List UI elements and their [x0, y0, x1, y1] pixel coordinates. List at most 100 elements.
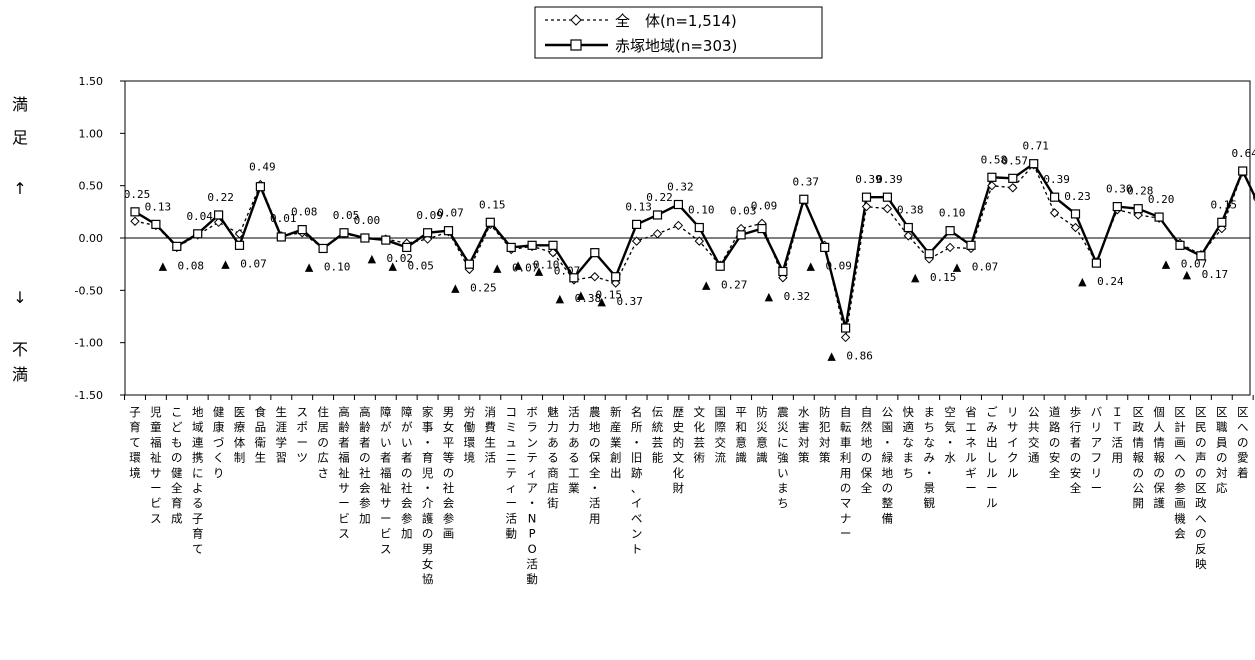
data-label: 0.00	[354, 214, 381, 227]
data-label: 0.08	[291, 206, 318, 219]
data-label: 0.86	[846, 349, 873, 362]
category-char: ・	[631, 435, 643, 449]
category-char: 康	[213, 420, 225, 434]
category-char: 政	[1195, 496, 1207, 510]
category-char: 出	[986, 435, 998, 449]
data-label: 0.25	[124, 188, 151, 201]
category-char: 護	[422, 511, 434, 525]
category-char: 涯	[276, 420, 288, 434]
category-char: 策	[798, 451, 810, 465]
data-label: 0.10	[324, 260, 351, 273]
category-label: 区計画への参画機会	[1174, 405, 1186, 541]
category-char: テ	[526, 451, 538, 465]
category-char: ・	[882, 435, 894, 449]
category-char: 交	[1028, 435, 1040, 449]
series-akatsuka-line	[134, 161, 1255, 329]
akatsuka-point	[381, 235, 391, 245]
category-char: 路	[1049, 420, 1061, 434]
y-tick-label: 1.00	[79, 127, 104, 140]
category-char: 社	[401, 481, 413, 495]
category-char: 全	[589, 466, 601, 480]
category-char: N	[528, 511, 537, 525]
akatsuka-point	[1112, 202, 1122, 212]
category-char: 街	[547, 496, 559, 510]
category-char: の	[401, 466, 413, 480]
overall-point	[130, 216, 140, 226]
category-char: 愛	[1237, 451, 1249, 465]
category-char: 出	[610, 466, 622, 480]
category-char: ち	[777, 496, 789, 510]
category-label: 区職員の対応	[1216, 405, 1228, 495]
category-char: リ	[1007, 405, 1019, 419]
category-label: 高齢者の社会参加	[359, 405, 371, 525]
data-label: 0.32	[667, 181, 694, 194]
data-label: 0.01	[270, 212, 297, 225]
category-label: 道路の安全	[1049, 405, 1061, 480]
category-char: 者	[1070, 435, 1082, 449]
legend-box	[534, 6, 823, 59]
category-label: 個人情報の保護	[1153, 405, 1165, 510]
overall-point	[882, 203, 893, 214]
y-axis-side-label: 満足↑↓不満	[12, 95, 28, 384]
akatsuka-point	[443, 226, 454, 236]
data-label: 0.27	[721, 278, 748, 291]
category-label: 障がい者福祉サービス	[380, 405, 392, 556]
category-char: 画	[1174, 435, 1186, 449]
category-char: こ	[171, 405, 183, 419]
category-char: Ｔ	[1112, 420, 1124, 434]
category-char: ち	[903, 466, 915, 480]
data-label: 0.15	[479, 198, 506, 211]
category-char: 芸	[652, 435, 664, 449]
category-char: 居	[317, 420, 329, 434]
category-char: 跡	[631, 466, 643, 480]
akatsuka-point	[799, 194, 809, 204]
category-char: 安	[1070, 466, 1082, 480]
category-char: ル	[986, 466, 998, 480]
category-char: 歩	[1070, 405, 1082, 419]
akatsuka-point	[945, 226, 955, 236]
akatsuka-point	[1154, 212, 1164, 222]
category-label: 名所・旧跡、イベント	[631, 405, 643, 556]
akatsuka-point	[1196, 251, 1206, 261]
data-label: 0.05	[407, 259, 434, 272]
category-char: リ	[1091, 420, 1103, 434]
category-char: 健	[171, 466, 183, 480]
overall-point	[840, 332, 851, 343]
y-tick-label: -1.00	[75, 337, 103, 350]
category-char: フ	[1091, 451, 1103, 465]
data-label: 0.13	[145, 200, 172, 213]
category-char: の	[1132, 466, 1144, 480]
category-char: 店	[547, 481, 559, 495]
akatsuka-point	[506, 242, 516, 253]
category-char: に	[192, 466, 204, 480]
category-char: O	[528, 542, 537, 556]
category-char: 政	[1132, 420, 1144, 434]
category-char: ル	[986, 496, 998, 510]
category-char: 広	[317, 451, 329, 465]
data-label: 0.09	[825, 259, 852, 272]
data-label: 0.07	[554, 265, 581, 278]
category-char: 全	[1049, 466, 1061, 480]
overall-point	[631, 236, 642, 246]
category-char: の	[1195, 466, 1207, 480]
category-char: 習	[276, 451, 288, 465]
akatsuka-point	[318, 243, 328, 254]
category-label: 児童福祉サービス	[150, 405, 162, 525]
akatsuka-point	[987, 172, 997, 182]
akatsuka-point	[778, 266, 788, 277]
category-char: 産	[610, 420, 622, 434]
data-label: 0.58	[981, 153, 1008, 166]
category-char: の	[1195, 527, 1207, 541]
category-char: ア	[1091, 435, 1103, 449]
category-char: 農	[589, 405, 601, 419]
category-char: 生	[276, 405, 288, 419]
category-label: 医療体制	[234, 405, 246, 465]
y-tick-label: -0.50	[75, 284, 103, 297]
category-char: 快	[903, 405, 915, 419]
category-char: 害	[798, 420, 810, 434]
category-char: 女	[443, 420, 455, 434]
category-char: ち	[923, 420, 935, 434]
category-label: 防犯対策	[819, 405, 831, 465]
category-char: 流	[714, 451, 726, 465]
category-char: て	[129, 435, 141, 449]
